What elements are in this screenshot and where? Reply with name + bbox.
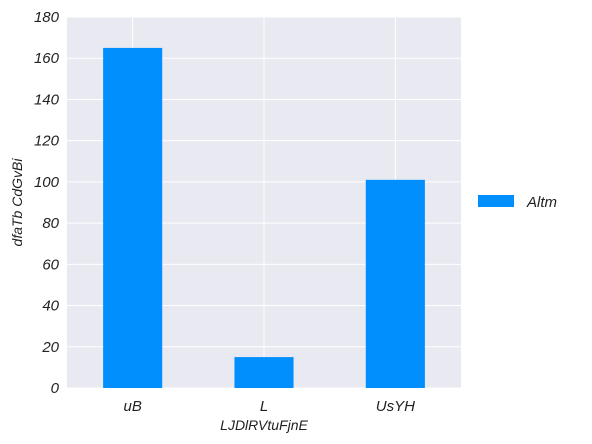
bar bbox=[365, 179, 425, 388]
y-tick-label: 140 bbox=[34, 91, 60, 108]
y-tick-label: 160 bbox=[34, 50, 60, 67]
y-tick-label: 20 bbox=[41, 339, 59, 356]
y-tick-label: 60 bbox=[42, 256, 59, 273]
bar-series bbox=[103, 47, 425, 389]
x-tick-label: UsYH bbox=[376, 398, 415, 415]
y-axis-ticks: 0 20 40 60 80 100 120 140 160 180 bbox=[34, 9, 60, 397]
y-tick-label: 80 bbox=[42, 215, 59, 232]
y-axis-label: dfaTb CdGvBi bbox=[9, 158, 25, 247]
y-tick-label: 0 bbox=[51, 380, 60, 397]
y-tick-label: 100 bbox=[34, 174, 60, 191]
y-tick-label: 180 bbox=[34, 9, 60, 26]
y-tick-label: 120 bbox=[34, 133, 60, 150]
x-axis-ticks: uB L UsYH bbox=[123, 398, 415, 415]
legend: Altm bbox=[478, 194, 557, 211]
legend-label: Altm bbox=[526, 194, 557, 211]
bar bbox=[234, 357, 294, 388]
legend-swatch bbox=[478, 195, 514, 207]
x-axis-label: LJDlRVtuFjnE bbox=[220, 417, 308, 433]
x-tick-label: L bbox=[260, 398, 268, 415]
x-tick-label: uB bbox=[123, 398, 141, 415]
bar bbox=[103, 47, 163, 389]
y-tick-label: 40 bbox=[42, 298, 59, 315]
